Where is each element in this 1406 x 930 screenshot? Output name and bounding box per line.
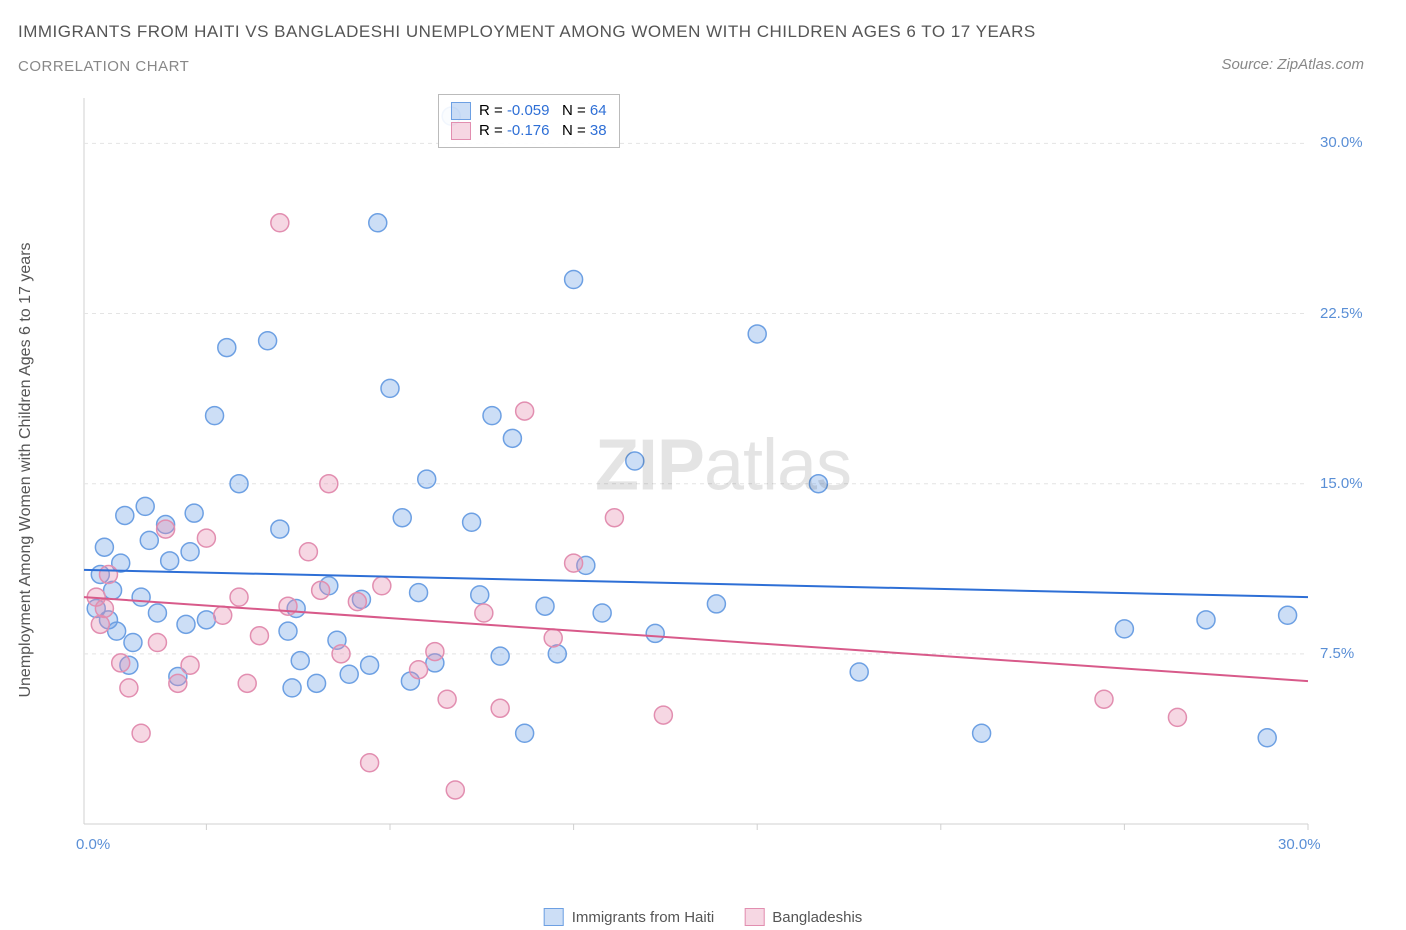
y-tick-label: 22.5% (1320, 305, 1363, 322)
chart-subtitle: CORRELATION CHART (18, 58, 189, 75)
series-swatch (451, 102, 471, 120)
legend-label: Bangladeshis (772, 909, 862, 926)
y-tick-label: 30.0% (1320, 134, 1363, 151)
chart-title: IMMIGRANTS FROM HAITI VS BANGLADESHI UNE… (18, 22, 1036, 42)
y-tick-label: 15.0% (1320, 475, 1363, 492)
legend-label: Immigrants from Haiti (572, 909, 715, 926)
series-swatch (544, 908, 564, 926)
y-tick-label: 7.5% (1320, 645, 1354, 662)
series-swatch (451, 122, 471, 140)
correlation-text: R = -0.059 N = 64 (479, 101, 607, 121)
y-axis-label: Unemployment Among Women with Children A… (17, 242, 35, 697)
chart-svg (78, 92, 1368, 852)
series-swatch (744, 908, 764, 926)
bottom-legend: Immigrants from Haiti Bangladeshis (544, 908, 863, 926)
correlation-row: R = -0.059 N = 64 (451, 101, 607, 121)
correlation-text: R = -0.176 N = 38 (479, 121, 607, 141)
chart-plot-area: ZIPatlas R = -0.059 N = 64R = -0.176 N =… (78, 92, 1368, 852)
legend-item: Bangladeshis (744, 908, 862, 926)
correlation-legend: R = -0.059 N = 64R = -0.176 N = 38 (438, 94, 620, 148)
x-right-label: 30.0% (1278, 836, 1321, 853)
x-left-label: 0.0% (76, 836, 110, 853)
legend-item: Immigrants from Haiti (544, 908, 715, 926)
source-label: Source: ZipAtlas.com (1221, 56, 1364, 73)
correlation-row: R = -0.176 N = 38 (451, 121, 607, 141)
